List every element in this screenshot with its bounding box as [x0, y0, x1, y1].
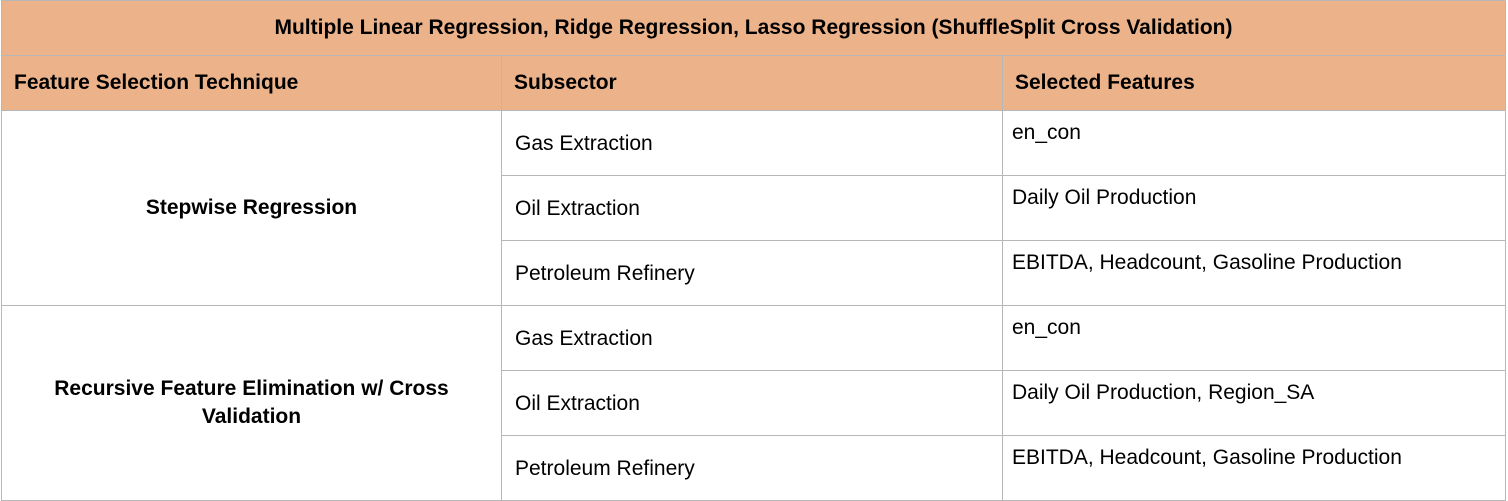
- table-row: Oil Extraction Daily Oil Production, Reg…: [2, 370, 1507, 436]
- subsector-cell: Gas Extraction: [501, 110, 1003, 176]
- table-row: Recursive Feature Elimination w/ Cross V…: [1, 305, 1507, 501]
- header-technique: Feature Selection Technique: [1, 55, 502, 111]
- table-row: Stepwise Regression Gas Extraction en_co…: [1, 110, 1507, 306]
- features-cell: EBITDA, Headcount, Gasoline Production: [1001, 435, 1507, 501]
- table-row: Petroleum Refinery EBITDA, Headcount, Ga…: [2, 240, 1507, 306]
- header-selected-features: Selected Features: [1001, 55, 1507, 111]
- subsector-cell: Gas Extraction: [501, 305, 1003, 371]
- subsector-cell: Petroleum Refinery: [501, 435, 1003, 501]
- header-subsector: Subsector: [501, 55, 1003, 111]
- subsector-cell: Petroleum Refinery: [501, 240, 1003, 306]
- features-cell: en_con: [1001, 110, 1507, 176]
- features-cell: Daily Oil Production: [1001, 175, 1507, 241]
- subsector-cell: Oil Extraction: [501, 370, 1003, 436]
- features-cell: EBITDA, Headcount, Gasoline Production: [1001, 240, 1507, 306]
- table-row: Oil Extraction Daily Oil Production: [2, 175, 1507, 241]
- table-title: Multiple Linear Regression, Ridge Regres…: [0, 0, 1507, 56]
- features-cell: en_con: [1001, 305, 1507, 371]
- features-cell: Daily Oil Production, Region_SA: [1001, 370, 1507, 436]
- technique-rfecv: Recursive Feature Elimination w/ Cross V…: [1, 305, 502, 501]
- header-row: Feature Selection Technique Subsector Se…: [1, 55, 1507, 111]
- subsector-cell: Oil Extraction: [501, 175, 1003, 241]
- technique-stepwise: Stepwise Regression: [1, 110, 502, 306]
- title-row: Multiple Linear Regression, Ridge Regres…: [0, 0, 1507, 56]
